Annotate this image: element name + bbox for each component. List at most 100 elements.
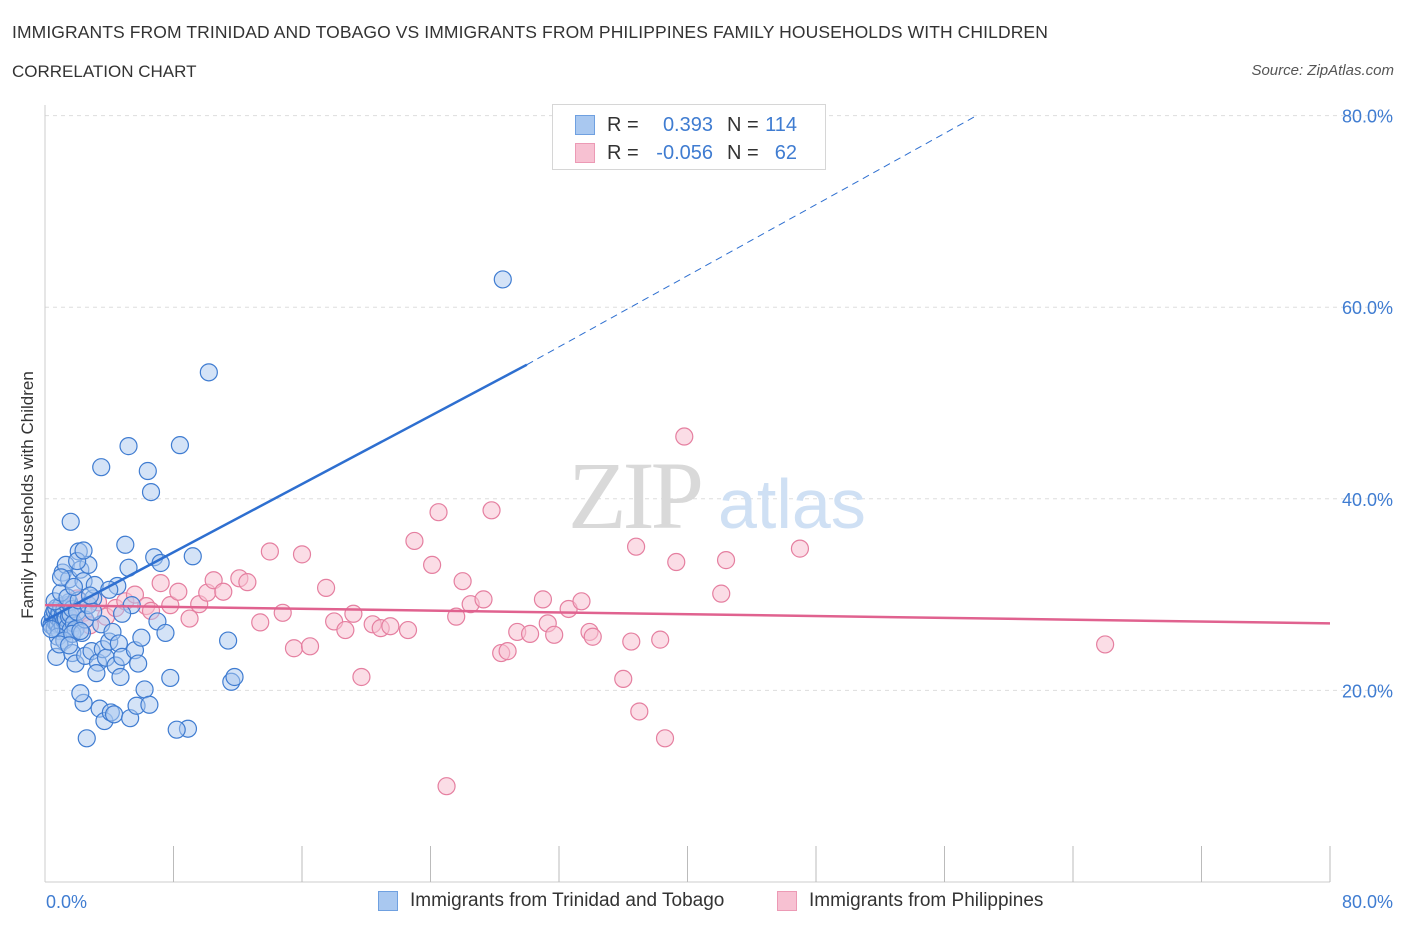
source-label: Source: ZipAtlas.com xyxy=(1251,62,1394,79)
legend-row-trinidad: R = 0.393 N = 114 xyxy=(575,113,797,137)
legend-r-value: 0.393 xyxy=(662,113,713,136)
data-point-philippines xyxy=(626,537,646,556)
trend-line-trinidad xyxy=(44,363,528,622)
legend-n-value: 62 xyxy=(774,141,797,164)
data-point-philippines xyxy=(622,632,641,651)
data-point-philippines xyxy=(260,542,279,561)
correlation-legend: R = 0.393 N = 114 R = -0.056 N = 62 xyxy=(552,104,826,170)
legend-item-label: Immigrants from Trinidad and Tobago xyxy=(410,890,725,911)
data-point-philippines xyxy=(453,572,472,591)
data-point-philippines xyxy=(520,624,540,643)
data-point-trinidad xyxy=(71,684,90,703)
data-point-philippines xyxy=(447,607,466,626)
legend-r-value: -0.056 xyxy=(656,141,713,164)
legend-item-trinidad[interactable]: Immigrants from Trinidad and Tobago xyxy=(378,890,724,912)
watermark: ZIP atlas xyxy=(568,442,866,549)
data-point-philippines xyxy=(180,609,199,628)
data-point-trinidad xyxy=(51,568,71,587)
data-point-trinidad xyxy=(183,547,202,566)
data-point-philippines xyxy=(572,592,591,611)
series-legend: Immigrants from Trinidad and Tobago Immi… xyxy=(0,888,1406,916)
legend-swatch-blue xyxy=(378,891,398,911)
data-point-philippines xyxy=(533,590,553,609)
y-tick-label: 60.0% xyxy=(1342,298,1393,318)
chart-subtitle: CORRELATION CHART xyxy=(12,62,197,81)
legend-r-label: R = xyxy=(607,141,639,164)
data-point-trinidad xyxy=(116,535,135,554)
legend-item-label: Immigrants from Philippines xyxy=(809,890,1044,911)
watermark-atlas: atlas xyxy=(718,465,866,543)
data-point-trinidad xyxy=(42,619,61,639)
y-tick-label: 20.0% xyxy=(1342,681,1393,701)
data-point-philippines xyxy=(1096,635,1115,654)
data-point-philippines xyxy=(583,627,602,646)
data-point-philippines xyxy=(251,613,270,632)
data-point-philippines xyxy=(429,503,448,522)
data-point-trinidad xyxy=(156,623,175,643)
y-tick-labels: 20.0% 40.0% 60.0% 80.0% xyxy=(1342,107,1393,702)
data-point-trinidad xyxy=(119,437,138,456)
data-point-philippines xyxy=(667,552,686,572)
data-point-trinidad xyxy=(170,436,190,455)
data-point-philippines xyxy=(381,617,400,636)
legend-row-philippines: R = -0.056 N = 62 xyxy=(575,141,797,165)
trend-line-trinidad-extension xyxy=(526,115,977,366)
data-point-trinidad xyxy=(84,602,103,621)
data-point-philippines xyxy=(316,578,336,597)
data-point-trinidad xyxy=(135,680,154,699)
data-point-trinidad xyxy=(111,667,130,687)
data-point-trinidad xyxy=(112,604,132,623)
grid-lines xyxy=(45,115,1392,691)
data-point-philippines xyxy=(151,574,170,593)
data-point-trinidad xyxy=(132,628,151,647)
legend-swatch-pink xyxy=(777,891,797,911)
data-point-trinidad xyxy=(64,577,84,597)
data-point-philippines xyxy=(437,777,456,796)
data-point-philippines xyxy=(352,667,371,687)
data-point-trinidad xyxy=(493,270,512,289)
data-point-trinidad xyxy=(59,636,79,655)
data-point-trinidad xyxy=(161,668,180,688)
data-point-trinidad xyxy=(77,729,96,748)
data-point-philippines xyxy=(284,639,304,658)
legend-swatch-pink xyxy=(575,143,595,163)
data-point-philippines xyxy=(161,596,180,615)
y-tick-label: 80.0% xyxy=(1342,107,1393,127)
data-point-philippines xyxy=(790,539,810,558)
chart-title: IMMIGRANTS FROM TRINIDAD AND TOBAGO VS I… xyxy=(12,22,1048,42)
data-point-trinidad xyxy=(219,631,238,650)
data-point-trinidad xyxy=(104,705,124,724)
data-point-philippines xyxy=(292,545,312,564)
data-point-philippines xyxy=(423,555,442,575)
y-tick-label: 40.0% xyxy=(1342,490,1393,510)
legend-n-label: N = xyxy=(727,141,759,164)
data-point-philippines xyxy=(300,637,320,656)
data-point-philippines xyxy=(482,501,501,520)
data-point-trinidad xyxy=(140,695,159,714)
data-point-philippines xyxy=(273,603,292,622)
trend-line-philippines xyxy=(44,603,1331,625)
data-point-trinidad xyxy=(61,512,80,531)
data-point-philippines xyxy=(655,729,675,748)
axes xyxy=(44,105,1331,883)
data-point-trinidad xyxy=(138,461,157,481)
legend-swatch-blue xyxy=(575,115,595,135)
data-point-trinidad xyxy=(71,621,90,641)
data-point-philippines xyxy=(545,625,564,644)
data-point-trinidad xyxy=(199,363,218,382)
trend-lines xyxy=(44,115,1331,625)
watermark-zip: ZIP xyxy=(568,442,701,549)
y-axis-label: Family Households with Children xyxy=(18,371,37,619)
data-point-philippines xyxy=(405,531,424,551)
legend-n-value: 114 xyxy=(765,113,797,136)
data-point-trinidad xyxy=(167,720,186,739)
data-point-trinidad xyxy=(74,541,93,560)
data-point-philippines xyxy=(344,604,363,623)
data-point-philippines xyxy=(398,620,418,640)
data-point-philippines xyxy=(498,642,517,661)
data-point-philippines xyxy=(614,669,633,689)
legend-item-philippines[interactable]: Immigrants from Philippines xyxy=(777,890,1043,912)
data-point-philippines xyxy=(214,582,233,601)
data-point-philippines xyxy=(169,582,188,601)
